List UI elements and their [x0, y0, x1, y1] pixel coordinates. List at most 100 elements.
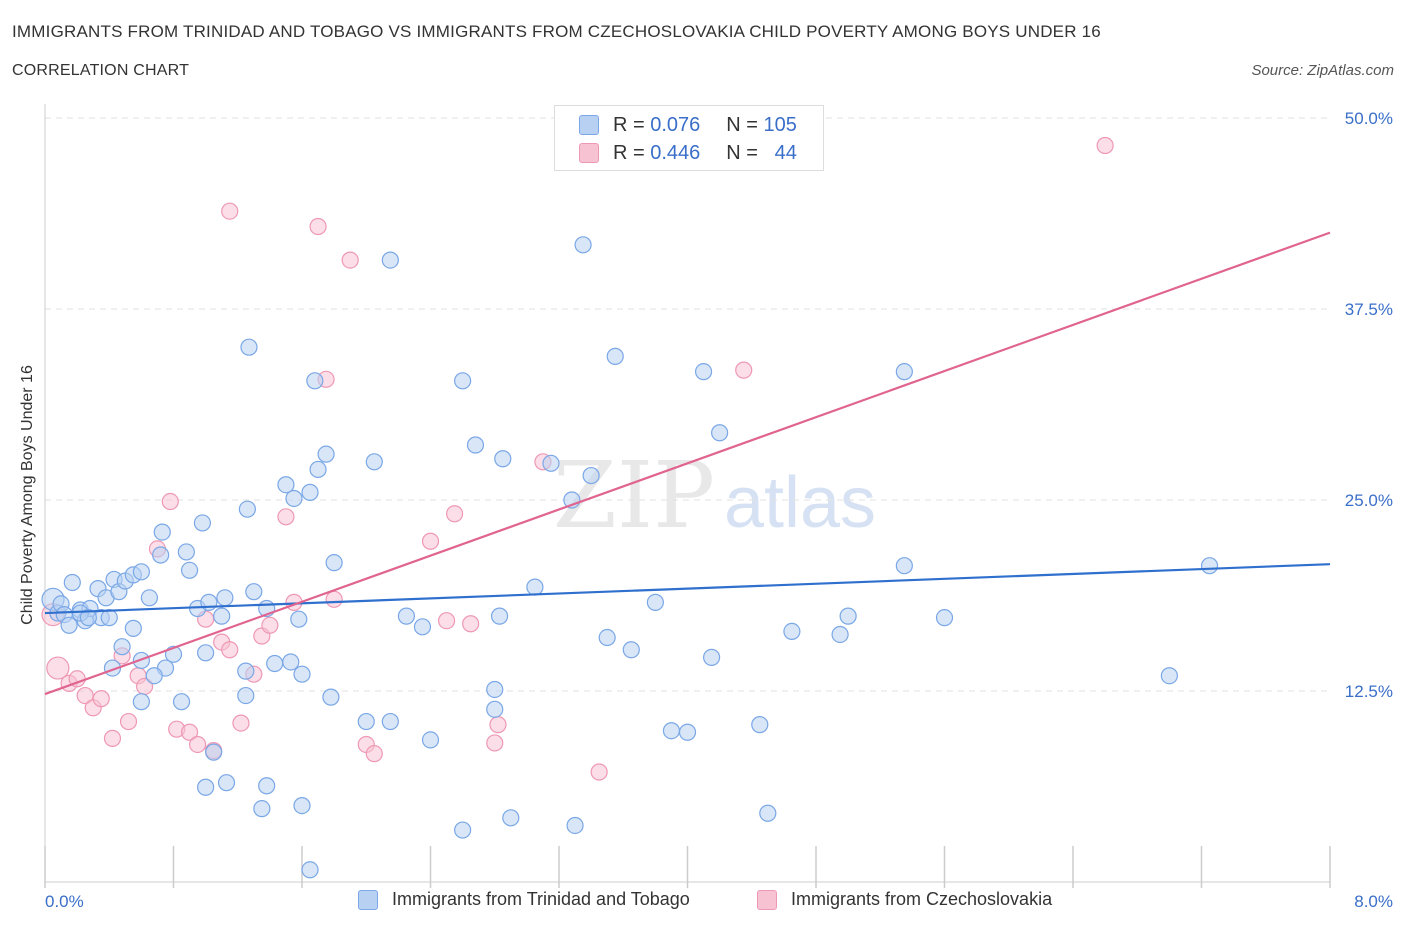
point-trinidad-101: [237, 686, 255, 705]
point-czechoslovakia-31: [421, 532, 440, 550]
point-trinidad-44: [293, 665, 311, 683]
point-trinidad-84: [306, 372, 324, 390]
point-trinidad-49: [325, 554, 343, 572]
trend-line-trinidad: [44, 563, 1331, 615]
point-czechoslovakia-35: [486, 734, 504, 752]
bottom-legend-swatch-pink: [757, 889, 777, 910]
point-czechoslovakia-16: [188, 735, 207, 754]
point-trinidad-37: [216, 589, 234, 607]
point-trinidad-91: [253, 800, 271, 818]
source-label: Source: ZipAtlas.com: [1251, 62, 1394, 79]
point-czechoslovakia-7: [103, 729, 122, 747]
point-czechoslovakia-25: [277, 508, 295, 526]
point-trinidad-86: [454, 372, 472, 390]
y-tick-label-3: 50.0%: [1345, 109, 1393, 128]
point-trinidad-23: [79, 609, 97, 627]
legend-n-label: N =: [726, 141, 758, 164]
point-czechoslovakia-36: [489, 716, 507, 734]
point-trinidad-75: [783, 622, 801, 641]
point-czechoslovakia-24: [261, 616, 279, 634]
point-trinidad-36: [205, 743, 223, 761]
point-trinidad-51: [381, 712, 399, 731]
chart-subtitle: CORRELATION CHART: [12, 62, 190, 79]
watermark: ZIP atlas: [553, 442, 876, 549]
point-trinidad-41: [237, 662, 255, 680]
point-trinidad-73: [751, 716, 769, 734]
legend-row-blue: R = 0.076 N = 105: [579, 113, 797, 137]
point-trinidad-17: [152, 546, 170, 564]
point-trinidad-74: [759, 804, 777, 822]
watermark-atlas: atlas: [724, 463, 876, 543]
point-trinidad-81: [1160, 667, 1178, 685]
point-trinidad-66: [622, 641, 640, 659]
point-trinidad-72: [711, 424, 729, 442]
legend-r-value-pink: 0.446: [650, 141, 701, 164]
point-czechoslovakia-40: [221, 202, 239, 220]
point-trinidad-69: [678, 723, 697, 741]
point-czechoslovakia-15: [180, 723, 199, 741]
point-trinidad-55: [486, 680, 504, 699]
point-czechoslovakia-28: [325, 590, 343, 608]
point-trinidad-102: [322, 688, 340, 706]
point-trinidad-68: [662, 722, 681, 740]
point-trinidad-83: [240, 338, 258, 356]
point-trinidad-60: [526, 578, 544, 596]
point-trinidad-19: [177, 543, 195, 561]
point-trinidad-29: [140, 589, 159, 607]
point-trinidad-16: [132, 563, 150, 581]
point-czechoslovakia-9: [119, 712, 138, 731]
legend-r-label: R =: [613, 141, 645, 164]
legend-n-value-pink: 44: [774, 141, 797, 164]
point-trinidad-43: [290, 610, 308, 628]
point-czechoslovakia-34: [462, 615, 480, 633]
x-tick-label-0: 0.0%: [45, 892, 84, 911]
point-trinidad-63: [582, 466, 600, 485]
point-trinidad-94: [197, 778, 215, 796]
point-trinidad-103: [357, 712, 375, 731]
point-trinidad-79: [895, 363, 913, 381]
point-trinidad-89: [266, 654, 284, 673]
point-trinidad-18: [153, 523, 171, 541]
bottom-legend-label-trinidad: Immigrants from Trinidad and Tobago: [392, 889, 690, 909]
chart-title: IMMIGRANTS FROM TRINIDAD AND TOBAGO VS I…: [12, 22, 1101, 41]
point-trinidad-71: [702, 648, 721, 666]
point-trinidad-54: [466, 436, 485, 454]
point-trinidad-97: [566, 816, 584, 835]
point-trinidad-24: [100, 609, 118, 627]
point-trinidad-58: [494, 450, 512, 468]
point-czechoslovakia-32: [437, 612, 456, 630]
point-trinidad-47: [309, 460, 327, 479]
point-trinidad-95: [217, 774, 236, 792]
point-czechoslovakia-1: [46, 656, 70, 680]
correlation-legend: R = 0.076 N = 105 R = 0.446 N = 44: [554, 105, 824, 171]
trend-line-czechoslovakia: [44, 231, 1331, 696]
point-trinidad-35: [213, 607, 231, 625]
bottom-legend-czechoslovakia: Immigrants from Czechoslovakia: [757, 889, 1052, 910]
point-czechoslovakia-4: [76, 686, 94, 705]
point-trinidad-92: [293, 796, 311, 815]
point-trinidad-48: [317, 445, 335, 463]
point-trinidad-80: [935, 609, 954, 627]
point-czechoslovakia-30: [365, 745, 383, 763]
watermark-zip: ZIP: [553, 442, 715, 549]
point-trinidad-5: [63, 573, 81, 592]
point-czechoslovakia-33: [445, 505, 464, 523]
legend-swatch-blue: [579, 115, 599, 135]
point-trinidad-25: [113, 638, 131, 656]
point-trinidad-76: [831, 625, 849, 644]
point-trinidad-104: [421, 731, 440, 749]
bottom-legend-trinidad: Immigrants from Trinidad and Tobago: [358, 889, 690, 910]
point-trinidad-20: [180, 561, 199, 579]
point-trinidad-65: [606, 347, 624, 365]
point-trinidad-40: [238, 500, 256, 518]
trend-lines: [44, 231, 1331, 696]
point-trinidad-98: [132, 693, 150, 711]
point-czechoslovakia-39: [735, 361, 753, 379]
series-trinidad-points: [41, 236, 1219, 879]
point-trinidad-87: [574, 236, 592, 254]
point-czechoslovakia-6: [92, 690, 110, 708]
point-trinidad-82: [1200, 557, 1219, 575]
point-trinidad-21: [193, 514, 212, 532]
point-trinidad-46: [301, 483, 319, 501]
point-trinidad-32: [172, 693, 191, 711]
